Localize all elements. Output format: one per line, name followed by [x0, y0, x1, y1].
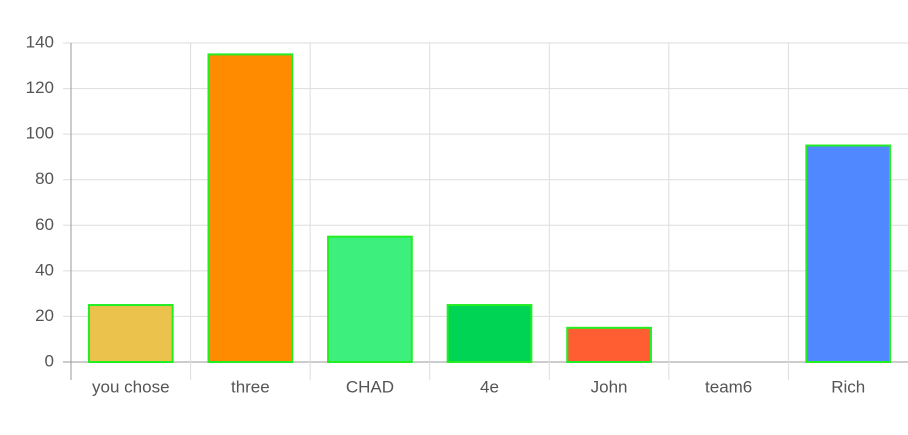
y-tick-label: 0 — [45, 351, 54, 370]
bar — [327, 235, 413, 363]
bar — [207, 53, 294, 364]
x-tick-label: 4e — [480, 377, 499, 396]
y-tick-label: 100 — [26, 124, 54, 143]
y-tick-label: 40 — [35, 260, 54, 279]
x-tick-label: John — [591, 377, 628, 396]
x-tick-label: Rich — [831, 377, 865, 396]
y-tick-label: 80 — [35, 169, 54, 188]
y-tick-label: 120 — [26, 78, 54, 97]
y-tick-label: 60 — [35, 215, 54, 234]
bar — [446, 304, 533, 363]
x-tick-label: CHAD — [346, 377, 394, 396]
y-tick-label: 20 — [35, 306, 54, 325]
bar — [566, 326, 652, 364]
x-tick-label: team6 — [705, 377, 752, 396]
x-tick-label: three — [231, 377, 270, 396]
bar — [805, 144, 892, 363]
bar — [87, 304, 174, 363]
x-tick-label: you chose — [92, 377, 170, 396]
y-tick-label: 140 — [26, 32, 54, 51]
